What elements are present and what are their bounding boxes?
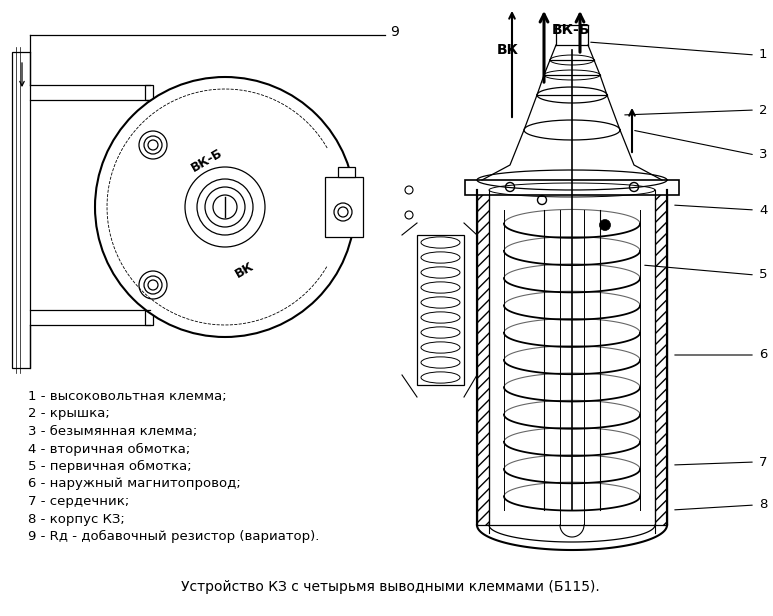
Text: 6: 6 — [759, 349, 768, 362]
Circle shape — [148, 280, 158, 290]
Text: 9 - Rд - добавочный резистор (вариатор).: 9 - Rд - добавочный резистор (вариатор). — [28, 530, 319, 543]
Circle shape — [600, 219, 611, 230]
Text: 4: 4 — [759, 203, 768, 216]
Circle shape — [148, 140, 158, 150]
Text: 8: 8 — [759, 498, 768, 511]
Circle shape — [537, 195, 547, 205]
Polygon shape — [477, 190, 489, 525]
Text: 1: 1 — [759, 49, 768, 62]
Text: 7: 7 — [759, 455, 768, 469]
Text: 9: 9 — [390, 25, 399, 39]
Circle shape — [205, 187, 245, 227]
Text: 7 - сердечник;: 7 - сердечник; — [28, 495, 129, 508]
Text: 5 - первичная обмотка;: 5 - первичная обмотка; — [28, 460, 192, 473]
Text: Устройство КЗ с четырьмя выводными клеммами (Б115).: Устройство КЗ с четырьмя выводными клемм… — [181, 580, 599, 594]
Polygon shape — [325, 177, 363, 237]
Text: 8 - корпус КЗ;: 8 - корпус КЗ; — [28, 513, 124, 525]
Text: 2 - крышка;: 2 - крышка; — [28, 408, 110, 421]
Text: 5: 5 — [759, 269, 768, 282]
Polygon shape — [417, 235, 464, 385]
Circle shape — [197, 179, 253, 235]
Circle shape — [144, 136, 162, 154]
Circle shape — [139, 271, 167, 299]
Text: ВК-Б: ВК-Б — [552, 23, 591, 37]
Text: 3: 3 — [759, 148, 768, 161]
Circle shape — [338, 207, 348, 217]
Polygon shape — [338, 167, 355, 177]
Text: 3 - безымянная клемма;: 3 - безымянная клемма; — [28, 425, 197, 438]
Polygon shape — [145, 85, 153, 100]
Polygon shape — [655, 190, 667, 525]
Text: 6 - наружный магнитопровод;: 6 - наружный магнитопровод; — [28, 477, 240, 490]
Circle shape — [185, 167, 265, 247]
Text: 2: 2 — [759, 103, 768, 116]
Circle shape — [629, 182, 638, 192]
Circle shape — [139, 131, 167, 159]
Text: ВК: ВК — [233, 259, 257, 280]
Circle shape — [95, 77, 355, 337]
Polygon shape — [145, 310, 153, 325]
Circle shape — [334, 203, 352, 221]
Polygon shape — [12, 52, 30, 368]
Text: ВК-Б: ВК-Б — [189, 146, 225, 174]
Text: 4 - вторичная обмотка;: 4 - вторичная обмотка; — [28, 442, 190, 456]
Circle shape — [144, 276, 162, 294]
Circle shape — [405, 186, 413, 194]
Circle shape — [213, 195, 237, 219]
Text: 1 - высоковольтная клемма;: 1 - высоковольтная клемма; — [28, 390, 226, 403]
Circle shape — [506, 182, 515, 192]
Polygon shape — [465, 180, 679, 195]
Text: ВК: ВК — [497, 43, 519, 57]
Circle shape — [405, 211, 413, 219]
